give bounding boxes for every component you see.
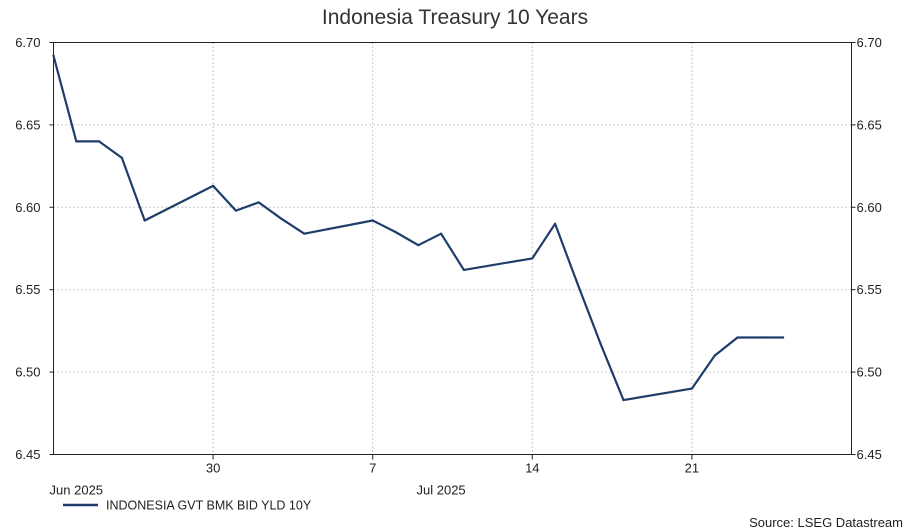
x-month-label: Jul 2025 xyxy=(417,483,466,498)
data-point xyxy=(759,336,762,339)
y-tick-label-left: 6.70 xyxy=(15,35,40,50)
legend: INDONESIA GVT BMK BID YLD 10Y xyxy=(63,499,312,513)
y-tick-label-right: 6.55 xyxy=(857,282,882,297)
data-point xyxy=(394,230,397,234)
y-tick-label-left: 6.65 xyxy=(15,117,40,132)
data-point xyxy=(120,156,123,159)
y-tick-label-right: 6.50 xyxy=(857,365,882,380)
y-tick-label-left: 6.60 xyxy=(15,200,40,215)
x-tick-label: 21 xyxy=(685,461,699,476)
data-point xyxy=(713,354,716,357)
data-point xyxy=(782,336,785,339)
data-point xyxy=(143,219,146,222)
data-point xyxy=(622,399,625,402)
data-point xyxy=(52,54,55,57)
x-tick-label: 7 xyxy=(369,461,376,476)
data-point xyxy=(554,222,557,225)
data-point xyxy=(690,387,694,390)
x-month-label: Jun 2025 xyxy=(50,483,104,498)
plot-frame xyxy=(53,42,852,455)
data-point xyxy=(599,342,602,346)
data-point xyxy=(576,283,580,286)
data-point xyxy=(440,232,443,235)
data-point xyxy=(736,336,739,339)
x-tick-label: 14 xyxy=(525,461,539,476)
data-point xyxy=(257,201,260,204)
y-tick-label-right: 6.60 xyxy=(857,200,882,215)
y-axis: 6.70 6.70 6.65 6.65 6.60 6.60 6.55 6.55 6.50 6.50… xyxy=(15,35,882,462)
y-tick-label-right: 6.45 xyxy=(857,447,882,462)
data-point xyxy=(303,232,306,235)
gridlines xyxy=(53,42,852,455)
data-point xyxy=(371,219,374,222)
data-point xyxy=(280,217,283,220)
data-point xyxy=(75,140,78,143)
y-tick-label-left: 6.55 xyxy=(15,282,40,297)
data-point xyxy=(417,244,420,247)
data-point xyxy=(462,268,465,272)
data-point xyxy=(98,140,101,143)
source-note: Source: LSEG Datastream xyxy=(749,515,903,530)
data-point xyxy=(234,209,237,212)
x-tick-label: 30 xyxy=(206,461,220,476)
data-point xyxy=(212,184,215,187)
chart-title: Indonesia Treasury 10 Years xyxy=(322,6,588,29)
data-point xyxy=(531,257,534,260)
y-tick-label-right: 6.65 xyxy=(857,117,882,132)
y-tick-label-left: 6.45 xyxy=(15,447,40,462)
legend-label: INDONESIA GVT BMK BID YLD 10Y xyxy=(106,499,312,513)
y-tick-label-left: 6.50 xyxy=(15,365,40,380)
x-axis: 30 7 14 21 Jun 2025 Jul 2025 xyxy=(50,454,699,498)
y-tick-label-right: 6.70 xyxy=(857,35,882,50)
series-layer xyxy=(52,54,785,402)
